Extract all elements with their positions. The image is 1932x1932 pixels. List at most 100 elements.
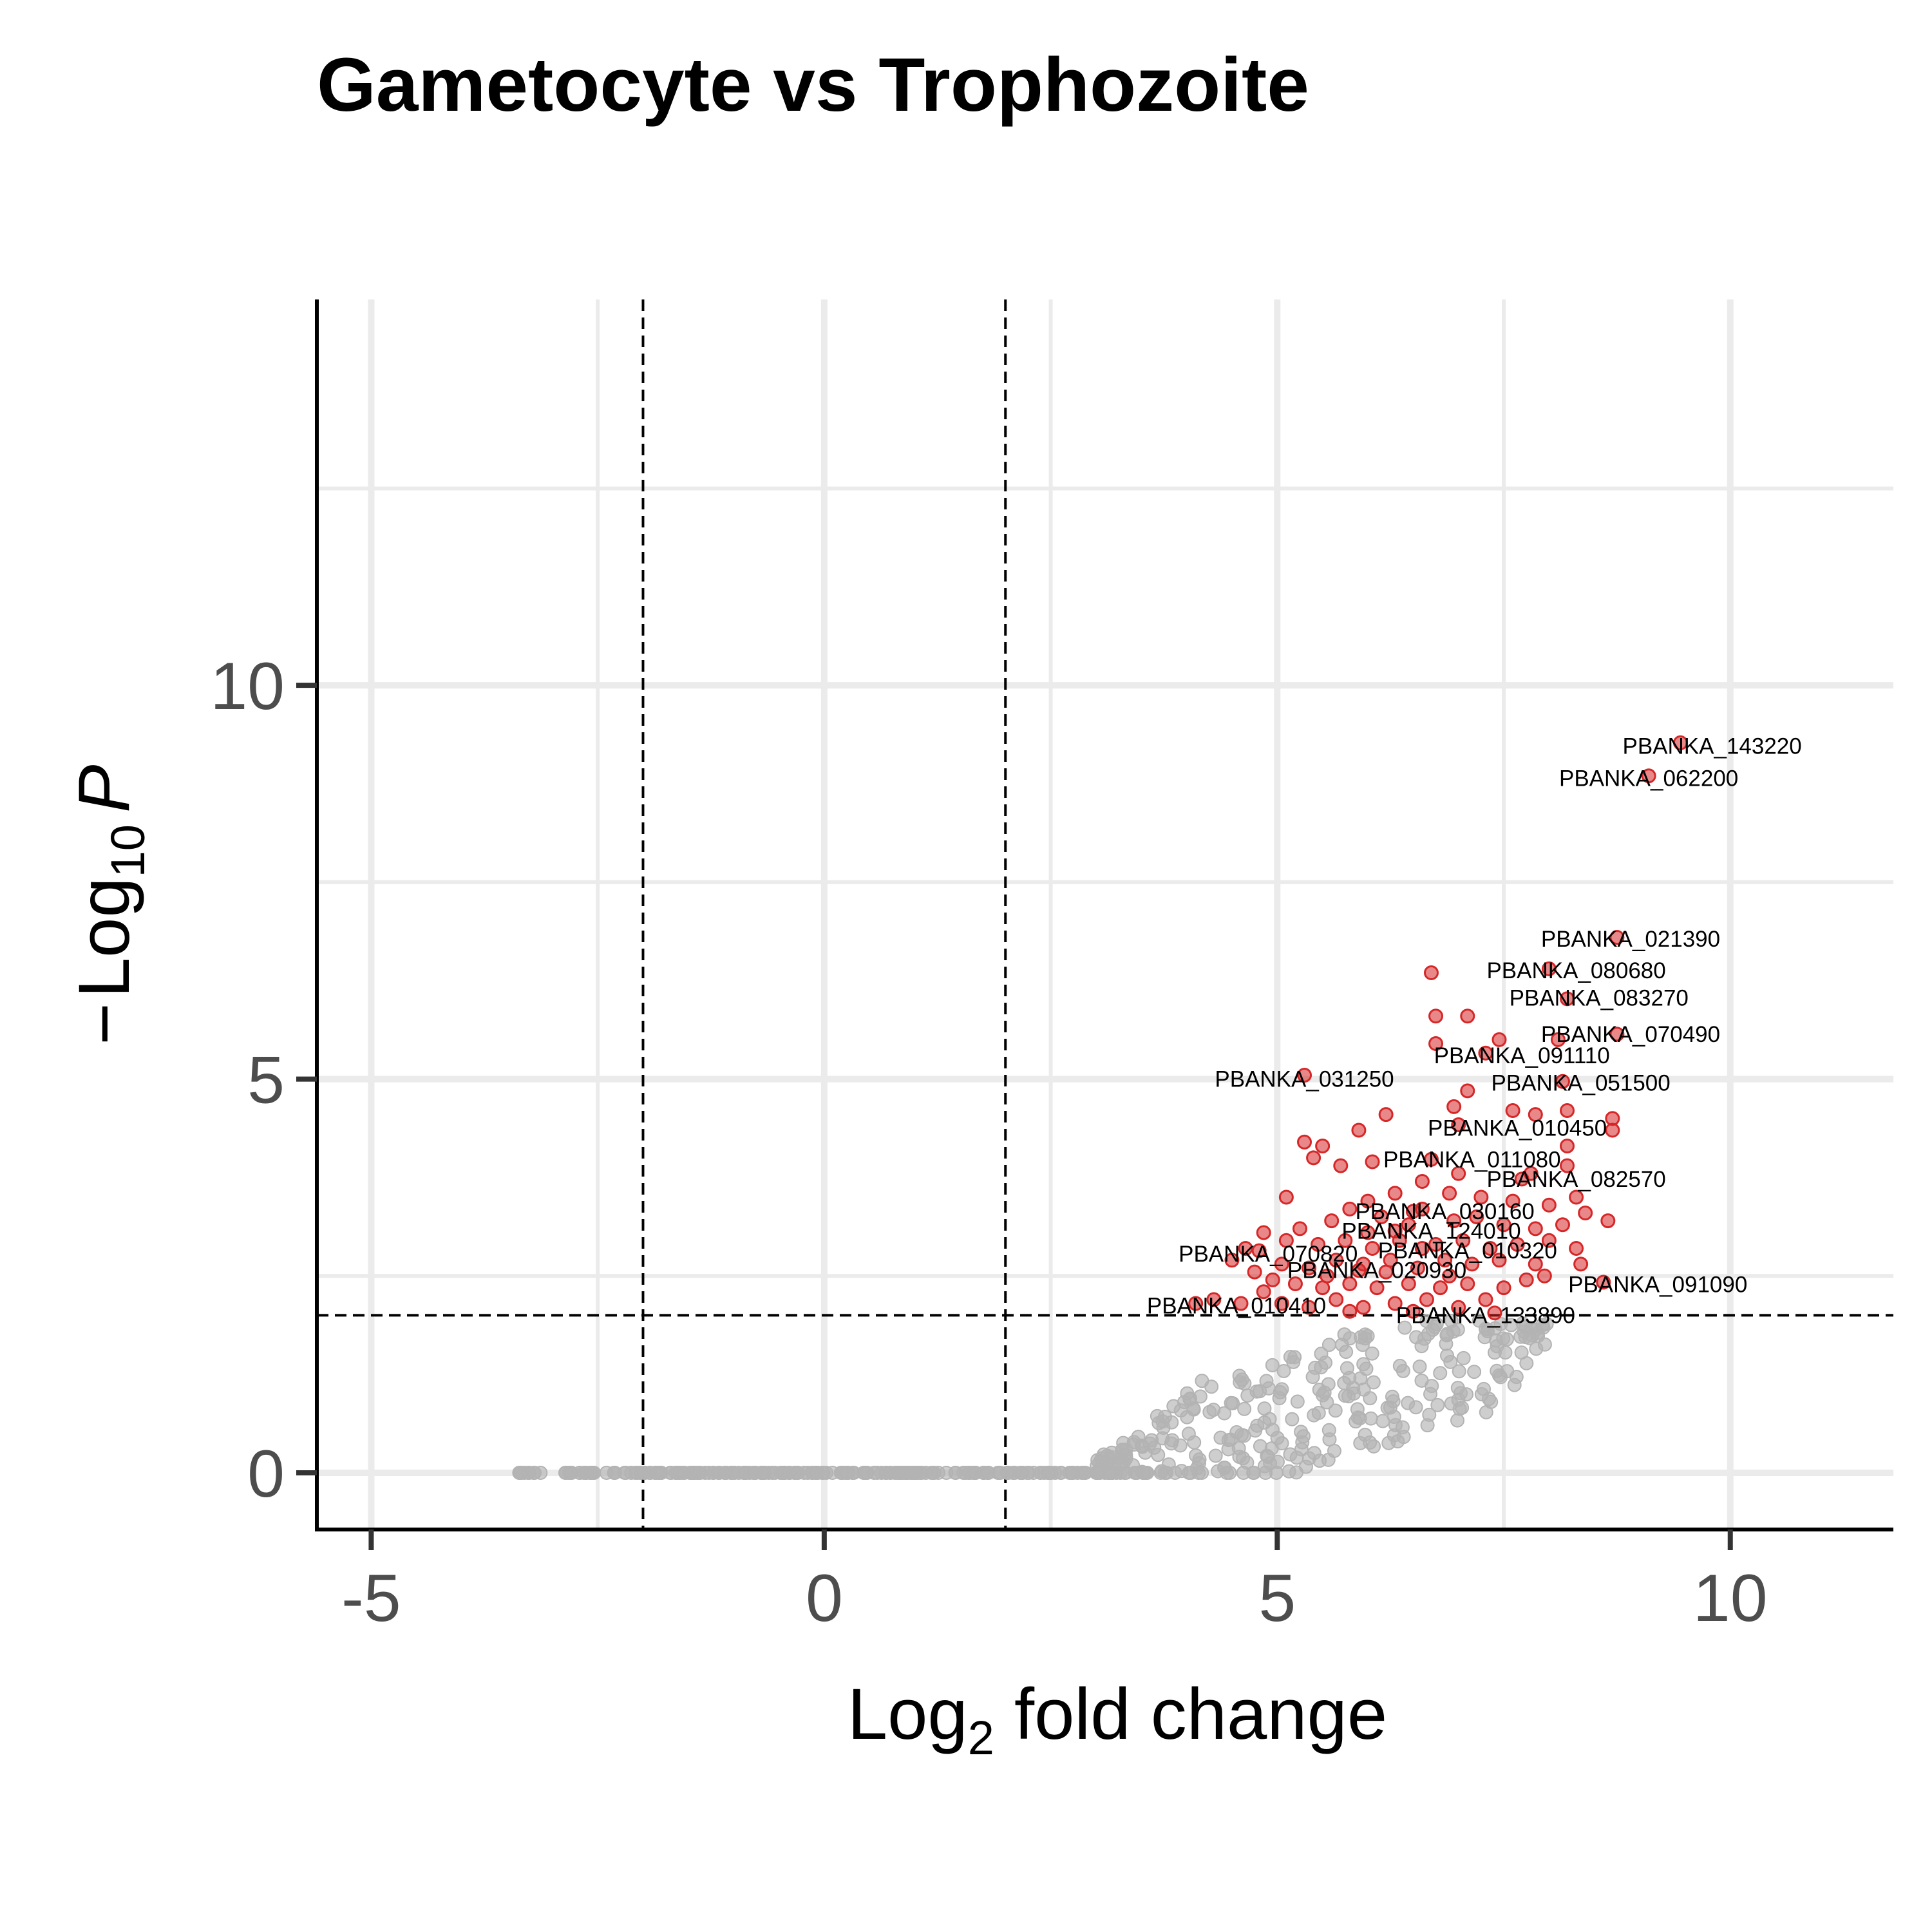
chart-title: Gametocyte vs Trophozoite — [317, 43, 1309, 128]
nonsignificant-point — [513, 1465, 528, 1480]
significant-point — [1514, 1171, 1530, 1187]
nonsignificant-point — [1282, 1464, 1296, 1479]
nonsignificant-point — [1296, 1429, 1311, 1444]
nonsignificant-point — [1258, 1465, 1273, 1480]
significant-point — [1387, 1186, 1403, 1201]
significant-point — [1302, 1300, 1317, 1315]
nonsignificant-point — [1139, 1465, 1153, 1480]
significant-point — [1351, 1263, 1367, 1278]
nonsignificant-point — [1260, 1450, 1275, 1464]
significant-point — [1505, 1103, 1520, 1118]
nonsignificant-point — [1119, 1443, 1133, 1457]
nonsignificant-point — [860, 1465, 875, 1480]
nonsignificant-point — [1363, 1411, 1378, 1426]
significant-point — [1224, 1253, 1240, 1268]
nonsignificant-point — [1204, 1379, 1219, 1394]
significant-point — [1405, 1303, 1421, 1319]
nonsignificant-point — [1365, 1346, 1379, 1361]
gene-label: PBANKA_133890 — [1396, 1303, 1575, 1328]
x-tick-label: 0 — [806, 1561, 843, 1636]
tick-labels: -5 0 5 10 0 5 10 — [210, 649, 1767, 1636]
significant-point — [1423, 965, 1439, 980]
y-axis-title: −Log10P — [64, 764, 155, 1045]
significant-point — [1360, 1193, 1376, 1209]
nonsignificant-point — [1337, 1376, 1352, 1390]
significant-point — [1378, 1264, 1394, 1280]
nonsignificant-point — [1116, 1455, 1131, 1470]
nonsignificant-point — [1320, 1395, 1334, 1410]
significant-point — [1464, 1256, 1480, 1272]
significant-point — [1560, 991, 1575, 1007]
nonsignificant-point — [724, 1465, 739, 1480]
nonsignificant-point — [918, 1465, 933, 1480]
significant-point — [1251, 1243, 1267, 1258]
nonsignificant-point — [564, 1465, 578, 1480]
nonsignificant-point — [1155, 1431, 1170, 1446]
nonsignificant-point — [1265, 1358, 1280, 1372]
nonsignificant-point — [1276, 1363, 1291, 1378]
nonsignificant-point — [1318, 1355, 1333, 1370]
significant-point — [1478, 1045, 1493, 1061]
nonsignificant-point — [1443, 1354, 1458, 1369]
significant-point — [1238, 1240, 1253, 1256]
nonsignificant-point — [1341, 1389, 1356, 1404]
nonsignificant-point — [1312, 1383, 1327, 1397]
nonsignificant-point — [1054, 1465, 1068, 1480]
significant-point — [1387, 1224, 1403, 1239]
significant-point — [1274, 1296, 1289, 1311]
nonsignificant-point — [1311, 1405, 1326, 1420]
significant-point — [1414, 1174, 1430, 1189]
nonsignificant-point — [1498, 1345, 1513, 1360]
significant-point — [1233, 1296, 1249, 1311]
nonsignificant-point — [1217, 1406, 1232, 1421]
gene-label: PBANKA_062200 — [1559, 766, 1738, 791]
significant-point — [1401, 1217, 1416, 1233]
significant-point — [1378, 1107, 1394, 1122]
nonsignificant-point — [1305, 1370, 1320, 1385]
y-tick-label: 0 — [247, 1437, 285, 1511]
significant-point — [1560, 1139, 1575, 1154]
significant-point — [1306, 1150, 1321, 1166]
significant-point — [1387, 1296, 1403, 1311]
nonsignificant-point — [1328, 1403, 1343, 1418]
significant-point — [1419, 1292, 1434, 1307]
significant-point — [1188, 1296, 1204, 1311]
nonsignificant-point — [1529, 1341, 1544, 1356]
nonsignificant-point — [999, 1465, 1014, 1480]
nonsignificant-point — [1430, 1397, 1445, 1412]
nonsignificant-point — [1226, 1396, 1240, 1410]
significant-point — [1206, 1292, 1222, 1307]
significant-point — [1528, 1107, 1543, 1122]
significant-point — [1555, 1074, 1570, 1089]
nonsignificant-point — [1397, 1320, 1412, 1335]
x-axis-title: Log2 fold change — [848, 1674, 1387, 1765]
significant-point — [1505, 1193, 1520, 1209]
nonsignificant-point — [1452, 1364, 1466, 1379]
significant-point — [1541, 1233, 1557, 1248]
significant-point — [1256, 1225, 1271, 1240]
nonsignificant-point — [1285, 1412, 1300, 1426]
nonsignificant-point — [1388, 1417, 1403, 1432]
nonsignificant-point — [1450, 1322, 1465, 1337]
gene-label: PBANKA_124010 — [1341, 1219, 1520, 1244]
nonsignificant-point — [1499, 1332, 1514, 1347]
significant-point — [1247, 1264, 1262, 1280]
nonsignificant-point — [1327, 1444, 1341, 1459]
significant-point — [1315, 1139, 1331, 1154]
gene-label: PBANKA_011080 — [1383, 1147, 1561, 1172]
significant-point — [1609, 1027, 1625, 1042]
grid-lines — [317, 299, 1893, 1530]
significant-point — [1541, 961, 1557, 976]
significant-point — [1351, 1122, 1367, 1138]
nonsignificant-point — [1339, 1345, 1354, 1359]
significant-points — [1188, 735, 1688, 1321]
gene-label: PBANKA_091110 — [1434, 1043, 1610, 1068]
significant-point — [1442, 1268, 1457, 1283]
nonsignificant-point — [1184, 1465, 1198, 1480]
gene-label: PBANKA_082570 — [1486, 1167, 1665, 1192]
gene-label: PBANKA_080680 — [1486, 958, 1665, 983]
significant-point — [1287, 1276, 1303, 1291]
significant-point — [1329, 1253, 1344, 1268]
nonsignificant-point — [607, 1465, 621, 1480]
nonsignificant-point — [1202, 1405, 1217, 1419]
